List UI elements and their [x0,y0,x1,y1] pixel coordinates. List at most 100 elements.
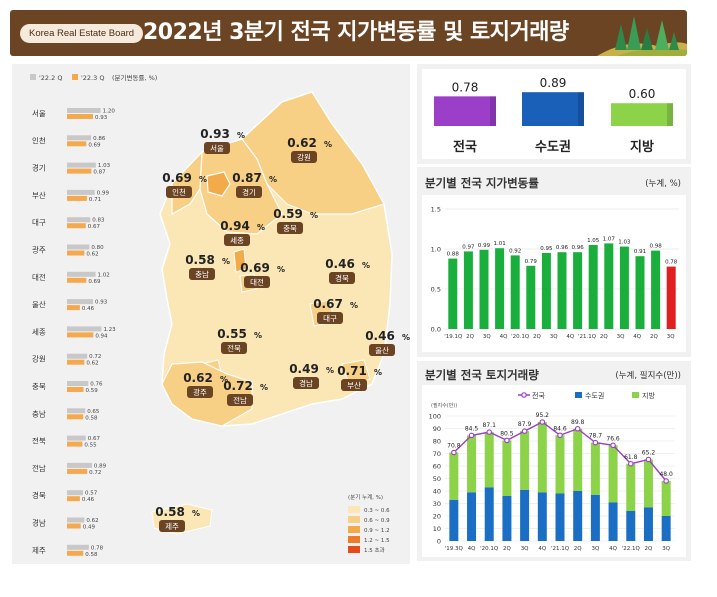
tr-x-tick: 2Q [645,546,653,552]
summary-label: 수도권 [535,140,571,155]
tr-x-tick: 4Q [609,546,617,552]
region-name-label: 경북 [32,490,46,500]
lp-bar [588,245,598,329]
summary-svg: 0.78 전국 0.89 수도권 0.60 지방 [434,76,673,155]
tr-y-tick: 50 [433,475,441,483]
map-value-label: 0.55 [217,327,247,341]
transactions-title: 분기별 전국 토지거래량 [425,368,539,382]
map-percent-label: % [362,261,370,270]
map-percent-label: % [222,257,230,266]
map-value-label: 0.94 [220,219,250,233]
tr-total-point [663,478,669,484]
tr-bar-capital [626,511,636,541]
lp-bar-label: 0.88 [447,252,460,258]
bar-q3-value: 0.59 [86,388,99,394]
map-region-name: 서울 [210,144,224,153]
tr-bar-local [608,445,618,503]
map-region-name: 대전 [250,277,264,287]
bar-q2-value: 0.83 [92,218,105,224]
map-value-label: 0.46 [365,329,395,343]
tr-x-tick: 3Q [521,546,529,552]
tr-bar-capital [608,502,618,541]
bar-q2 [67,162,96,168]
map-region-badge [244,276,270,288]
map-region-name: 경북 [335,273,349,283]
map-percent-label: % [324,140,332,149]
region-name-label: 충북 [32,382,46,391]
region-name-label: 전남 [32,463,46,473]
map-region-name: 광주 [193,387,207,397]
tr-bar-capital [555,493,565,541]
tr-bar-local [537,422,547,493]
map-legend: (분기 누계, %) 0.3 ~ 0.6 0.6 ~ 0.9 0.9 ~ 1.2 1.… [348,493,390,554]
transactions-panel: 분기별 전국 토지거래량 (누계, 필지수(만)) 전국 수도권 지방 (필지수(만)… [417,361,691,561]
tr-bar-local [590,442,600,495]
tr-x-tick: 4Q [538,546,546,552]
map-region-name: 세종 [230,236,244,245]
tr-bar-local [555,435,565,494]
region-incheon [171,150,203,216]
lp-x-tick: '21.1Q [578,334,597,340]
tr-x-tick: 4Q [468,546,476,552]
lp-bar-label: 0.95 [540,246,553,252]
bar-q2-value: 0.86 [93,136,106,142]
tr-bar-local [502,440,512,496]
lp-x-tick: 3Q [483,334,491,340]
bar-q2 [67,217,91,223]
map-region-badge [221,342,247,354]
lp-x-tick: '20.1Q [511,334,530,340]
lp-bar-label: 1.05 [587,238,600,244]
map-value-label: 0.46 [325,257,355,271]
tr-bar-local [643,459,653,508]
map-value-label: 0.72 [223,379,253,393]
map-region-name: 울산 [375,345,389,355]
region-sejong [233,248,247,273]
map-percent-label: % [192,509,200,518]
lp-bar-label: 0.97 [462,244,475,250]
bar-q3-value: 0.46 [82,306,95,312]
map-legend-swatch [348,526,360,533]
lp-x-tick: '19.1Q [444,334,463,340]
map-value-label: 0.67 [313,297,343,311]
map-value-label: 0.71 [337,364,367,378]
land-price-title: 분기별 전국 지가변동률 [425,176,539,190]
bar-q2 [67,408,86,414]
map-percent-label: % [237,131,245,140]
map-value-label: 0.69 [240,261,270,275]
map-percent-label: % [257,223,265,232]
bar-q2 [67,517,85,523]
tr-total-point [592,439,599,446]
lp-bar-label: 0.96 [556,245,569,251]
tr-total-label: 95.2 [536,412,550,419]
map-legend-swatch [348,546,360,553]
map-legend-item: 1.5 초과 [364,546,385,554]
bar-q2-value: 1.23 [103,327,116,333]
tr-total-point [628,461,634,467]
map-value-label: 0.58 [185,253,215,267]
region-name-label: 광주 [32,245,46,255]
lp-bar-label: 1.01 [493,241,505,247]
map-legend-item: 0.9 ~ 1.2 [364,528,390,534]
bar-q2-value: 0.99 [97,190,110,196]
bar-q2 [67,299,94,305]
tr-y-tick: 40 [433,488,441,496]
land-price-unit: (누계, %) [645,179,681,189]
lp-bar [463,251,473,329]
map-region-name: 인천 [172,187,186,197]
lp-bar-label: 0.98 [649,244,662,250]
bar-q3 [67,550,84,556]
region-name-label: 세종 [32,327,46,336]
bar-q2 [67,271,96,277]
bar-q3 [67,414,84,420]
summary-bar-shade [578,92,584,126]
bar-q3 [67,277,87,283]
map-region-badge [166,186,192,198]
map-region-badge [227,394,253,406]
bar-q2-value: 0.89 [94,463,107,469]
legend-q3-swatch [72,74,78,80]
tr-y-tick: 10 [433,525,441,533]
map-value-label: 0.62 [183,371,213,385]
bar-q2-value: 0.67 [88,436,101,442]
transactions-unit: (누계, 필지수(만)) [615,371,681,381]
